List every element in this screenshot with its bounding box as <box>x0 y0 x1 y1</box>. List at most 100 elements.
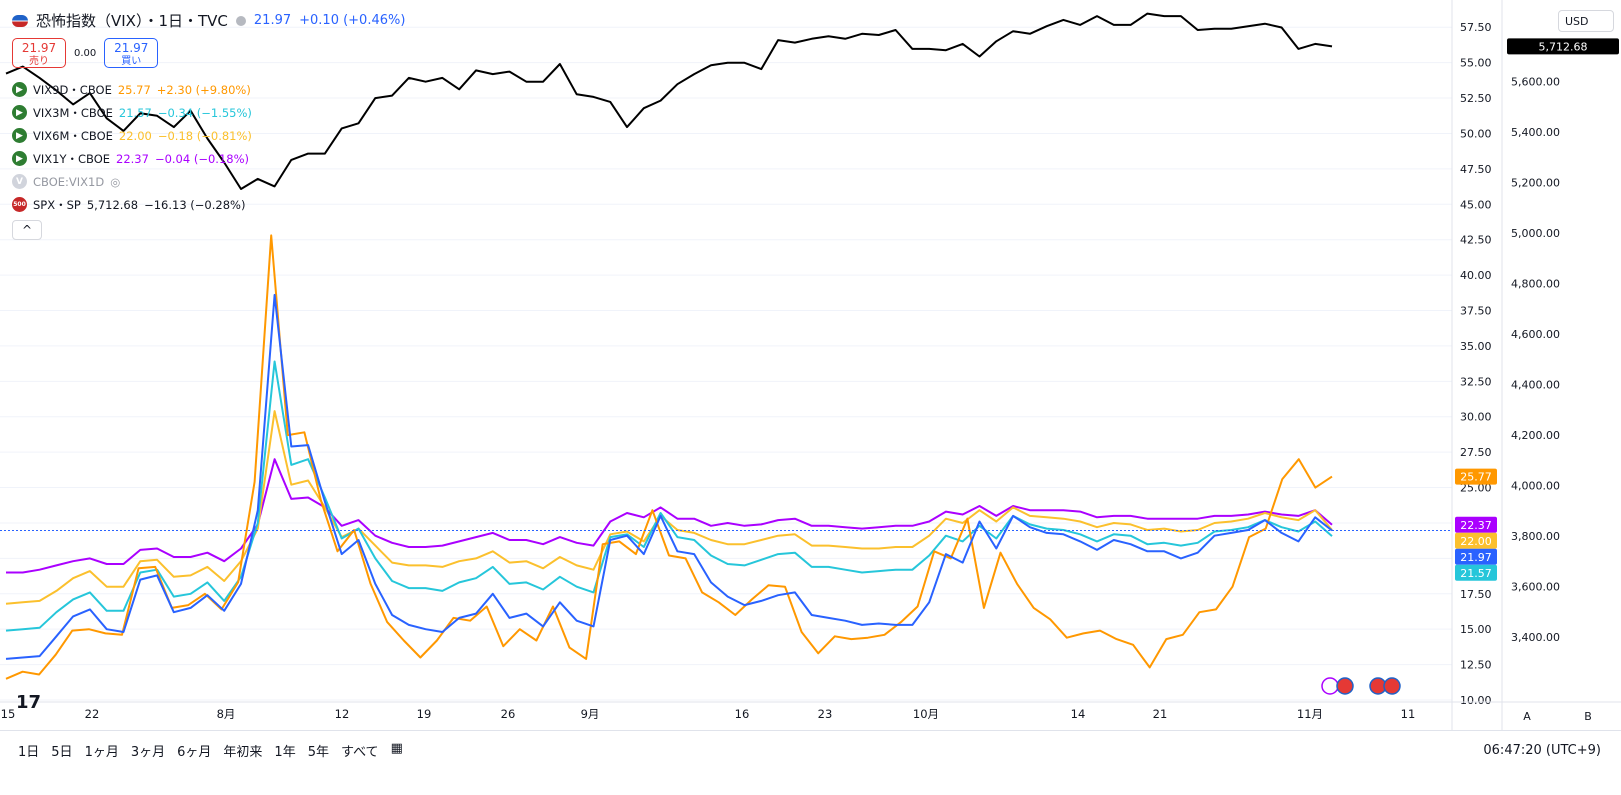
event-icon <box>1321 677 1339 695</box>
legend-value: 22.37 <box>116 151 149 166</box>
legend-name: VIX3M・CBOE <box>33 105 113 120</box>
page-title: 恐怖指数（VIX）・1日・TVC <box>36 12 228 30</box>
period-ytd[interactable]: 年初来 <box>223 745 263 760</box>
y-left-tick-label: 52.50 <box>1460 92 1492 105</box>
x-tick-label: 22 <box>85 707 100 721</box>
y-left-tick-label: 30.00 <box>1460 411 1492 424</box>
eye-hidden-icon[interactable]: ◎ <box>110 174 121 189</box>
series-line-vix3m <box>5 360 1333 632</box>
legend-row-vix3m[interactable]: ▶ VIX3M・CBOE 21.57 −0.34 (−1.55%) <box>12 101 252 124</box>
price-tag-label: 21.97 <box>1460 551 1492 564</box>
legend-row-vix1d[interactable]: V CBOE:VIX1D ◎ <box>12 170 252 193</box>
y-right-tick-label: 5,200.00 <box>1511 177 1560 190</box>
clock[interactable]: 06:47:20 (UTC+9) <box>1483 743 1601 758</box>
period-1d[interactable]: 1日 <box>18 745 40 760</box>
y-right-tick-label: 4,600.00 <box>1511 328 1560 341</box>
buy-button[interactable]: 21.97 買い <box>104 38 159 68</box>
x-tick-label: 9月 <box>581 707 600 721</box>
legend-name: VIX1Y・CBOE <box>33 151 111 166</box>
legend-name: SPX・SP <box>33 197 81 212</box>
scale-a-button[interactable]: A <box>1523 710 1531 723</box>
y-right-tick-label: 4,800.00 <box>1511 278 1560 291</box>
price-tag <box>1455 532 1497 549</box>
series-line-vix6m <box>5 410 1333 605</box>
y-left-tick-label: 17.50 <box>1460 588 1492 601</box>
x-tick-label: 26 <box>501 707 516 721</box>
period-5y[interactable]: 5年 <box>307 745 329 760</box>
price-tag-label: 25.77 <box>1460 471 1492 484</box>
y-right-tick-label: 5,000.00 <box>1511 227 1560 240</box>
price-tag <box>1455 468 1497 485</box>
collapse-legend-button[interactable]: ^ <box>12 220 42 240</box>
market-status-icon <box>235 15 246 26</box>
play-icon: ▶ <box>12 82 27 97</box>
period-all[interactable]: すべて <box>340 745 379 760</box>
play-icon: ▶ <box>12 151 27 166</box>
tradingview-logo-icon: 17 <box>16 692 42 713</box>
y-left-tick-label: 55.00 <box>1460 57 1492 70</box>
event-icon <box>1383 677 1401 695</box>
y-right-tick-label: 3,400.00 <box>1511 631 1560 644</box>
period-5d[interactable]: 5日 <box>51 745 73 760</box>
y-left-tick-label: 12.50 <box>1460 659 1492 672</box>
legend-change: −0.18 (−0.81%) <box>157 128 252 143</box>
legend-row-vix9d[interactable]: ▶ VIX9D・CBOE 25.77 +2.30 (+9.80%) <box>12 78 252 101</box>
buy-label: 買い <box>121 56 142 67</box>
y-right-tick-label: 3,800.00 <box>1511 530 1560 543</box>
legend-change: −16.13 (−0.28%) <box>144 197 246 212</box>
plot-area <box>0 6 1452 700</box>
x-tick-label: 16 <box>735 707 750 721</box>
currency-select[interactable]: USD <box>1558 10 1614 32</box>
y-left-tick-label: 47.50 <box>1460 163 1492 176</box>
legend-value: 5,712.68 <box>86 197 139 212</box>
y-right-tick-label: 5,600.00 <box>1511 76 1560 89</box>
price-tag <box>1455 564 1497 581</box>
legend-row-vix1y[interactable]: ▶ VIX1Y・CBOE 22.37 −0.04 (−0.18%) <box>12 147 252 170</box>
play-icon: ▶ <box>12 128 27 143</box>
x-tick-label: 21 <box>1153 707 1168 721</box>
price-tag <box>1455 548 1497 565</box>
sell-button[interactable]: 21.97 売り <box>12 38 66 68</box>
series-line-vix1y <box>6 458 1333 574</box>
scale-b-button[interactable]: B <box>1584 710 1592 723</box>
legend-name: VIX9D・CBOE <box>33 82 112 97</box>
y-left-tick-label: 50.00 <box>1460 127 1492 140</box>
series-line-spx <box>5 12 1333 190</box>
period-tabs: 1日 5日 1ヶ月 3ヶ月 6ヶ月 年初来 1年 5年 すべて ▦ <box>18 741 403 760</box>
period-1y[interactable]: 1年 <box>274 745 296 760</box>
sell-price: 21.97 <box>21 41 57 55</box>
period-3m[interactable]: 3ヶ月 <box>130 745 166 760</box>
y-left-tick-label: 42.50 <box>1460 234 1492 247</box>
legend-change: +2.30 (+9.80%) <box>156 82 251 97</box>
us-flag-icon <box>12 14 28 27</box>
calendar-icon[interactable]: ▦ <box>390 741 403 756</box>
y-right-tick-label: 3,600.00 <box>1511 580 1560 593</box>
legend-value: 21.57 <box>118 105 152 120</box>
period-1m[interactable]: 1ヶ月 <box>84 745 119 760</box>
legend-row-vix6m[interactable]: ▶ VIX6M・CBOE 22.00 −0.18 (−0.81%) <box>12 124 252 147</box>
period-6m[interactable]: 6ヶ月 <box>177 745 212 760</box>
chart-header: 恐怖指数（VIX）・1日・TVC 21.97 +0.10 (+0.46%) <box>12 10 405 31</box>
spx-price-tag <box>1507 38 1619 55</box>
bottom-toolbar: 1日 5日 1ヶ月 3ヶ月 6ヶ月 年初来 1年 5年 すべて ▦ 06:47:… <box>0 730 1621 795</box>
x-tick-label: 19 <box>417 707 432 721</box>
legend-value: 22.00 <box>118 128 152 143</box>
y-left-tick-label: 25.00 <box>1460 482 1492 495</box>
y-left-tick-label: 37.50 <box>1460 305 1492 318</box>
legend-row-spx[interactable]: 500 SPX・SP 5,712.68 −16.13 (−0.28%) <box>12 193 252 216</box>
series-line-vix9d <box>5 234 1333 680</box>
spx-logo-icon: 500 <box>12 197 27 212</box>
x-tick-label: 15 <box>1 707 16 721</box>
x-tick-label: 11月 <box>1297 707 1323 721</box>
legend-change: −0.04 (−0.18%) <box>154 151 249 166</box>
legend-value: 25.77 <box>117 82 151 97</box>
play-icon: ▶ <box>12 105 27 120</box>
series-line-vix <box>5 293 1333 660</box>
y-left-tick-label: 57.50 <box>1460 21 1492 34</box>
y-left-tick-label: 35.00 <box>1460 340 1492 353</box>
v-logo-icon: V <box>12 174 27 189</box>
legend-change: −0.34 (−1.55%) <box>157 105 252 120</box>
y-left-tick-label: 15.00 <box>1460 623 1492 636</box>
